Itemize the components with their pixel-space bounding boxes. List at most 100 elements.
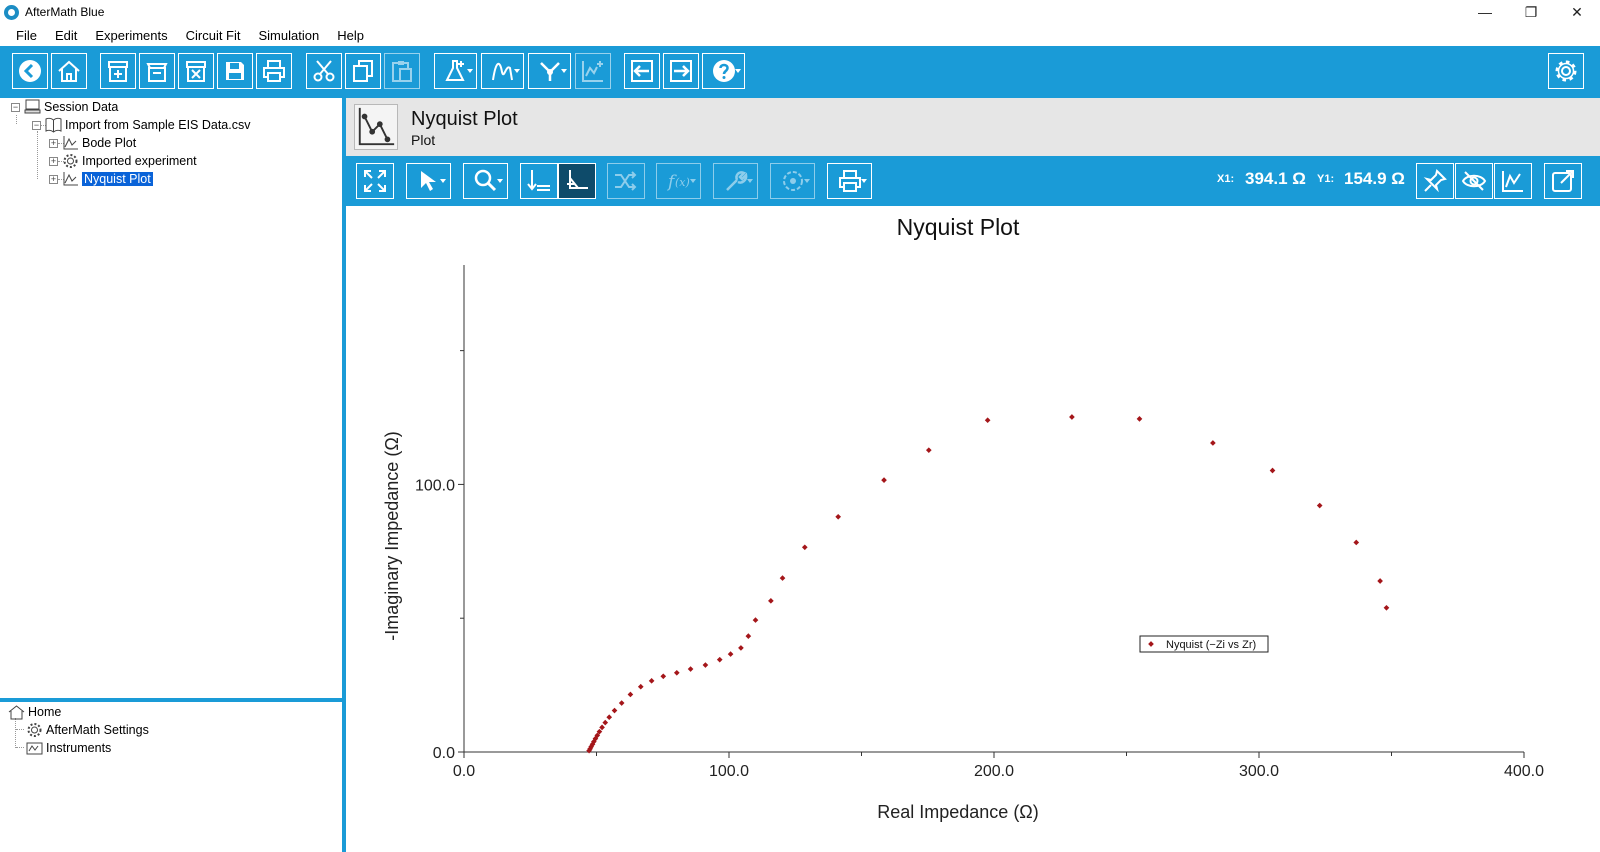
tree-instruments[interactable]: Instruments	[25, 739, 111, 757]
menu-experiments[interactable]: Experiments	[95, 27, 168, 43]
data-point[interactable]	[660, 673, 667, 680]
axis-origin-button[interactable]	[520, 163, 558, 199]
print-plot-button[interactable]	[827, 163, 872, 199]
minimize-button[interactable]: —	[1478, 4, 1492, 20]
popout-button[interactable]	[1544, 163, 1582, 199]
back-button[interactable]	[12, 53, 48, 89]
refresh-button[interactable]	[770, 163, 815, 199]
data-point[interactable]	[716, 656, 723, 663]
data-point[interactable]	[984, 417, 991, 424]
tree-bode-plot[interactable]: + Bode Plot	[49, 134, 136, 152]
data-point[interactable]	[1210, 440, 1216, 446]
collapse-toggle[interactable]: −	[32, 119, 41, 130]
x-tick-label: 100.0	[709, 763, 749, 780]
plot-options-button[interactable]	[1494, 163, 1532, 199]
data-point[interactable]	[1377, 578, 1383, 584]
circuit-fit-button[interactable]	[528, 53, 571, 89]
data-point[interactable]	[687, 666, 694, 672]
data-point[interactable]	[637, 683, 644, 690]
function-button[interactable]: f (x)	[656, 163, 701, 199]
menu-circuit-fit[interactable]: Circuit Fit	[185, 27, 241, 43]
data-point[interactable]	[1316, 502, 1323, 509]
home-button[interactable]	[51, 53, 87, 89]
plot-canvas[interactable]: Nyquist Plot 0.0 100.0 200.0 300.0 400.0 0.0 1…	[346, 206, 1600, 852]
help-button[interactable]	[702, 53, 745, 89]
tree-aftermath-settings[interactable]: AfterMath Settings	[25, 721, 149, 739]
data-point[interactable]	[768, 597, 774, 604]
panel-divider[interactable]	[0, 698, 342, 702]
data-point[interactable]	[801, 544, 808, 551]
print-button[interactable]	[256, 53, 292, 89]
data-point[interactable]	[752, 617, 759, 623]
tree-imported-experiment[interactable]: + Imported experiment	[49, 152, 197, 170]
external-window-icon	[1552, 170, 1574, 192]
close-window-button[interactable]: ✕	[1571, 3, 1583, 20]
expand-toggle[interactable]: +	[49, 155, 58, 166]
add-plot-button[interactable]	[575, 53, 611, 89]
data-point[interactable]	[835, 513, 842, 520]
menu-edit[interactable]: Edit	[54, 27, 78, 43]
menu-file[interactable]: File	[16, 27, 37, 43]
zoom-button[interactable]	[463, 163, 508, 199]
tree-session-data[interactable]: − Session Data	[11, 98, 118, 116]
tree-import-file[interactable]: − Import from Sample EIS Data.csv	[32, 116, 250, 134]
data-point[interactable]	[596, 728, 603, 735]
data-point[interactable]	[727, 651, 734, 657]
new-archive-button[interactable]	[100, 53, 136, 89]
x-tick-label: 0.0	[453, 763, 475, 780]
export-button[interactable]	[663, 53, 699, 89]
data-point[interactable]	[1069, 414, 1075, 420]
data-point[interactable]	[881, 477, 887, 483]
fit-view-button[interactable]	[356, 163, 394, 199]
select-pointer-button[interactable]	[406, 163, 451, 199]
tree-home[interactable]: Home	[7, 703, 61, 721]
restore-button[interactable]: ❐	[1524, 3, 1538, 20]
paste-button[interactable]	[384, 53, 420, 89]
data-point[interactable]	[627, 691, 634, 698]
data-point[interactable]	[1353, 539, 1360, 546]
expand-toggle[interactable]: +	[49, 137, 58, 148]
cut-button[interactable]	[306, 53, 342, 89]
data-point[interactable]	[779, 575, 786, 581]
copy-button[interactable]	[345, 53, 381, 89]
export-icon	[670, 60, 692, 82]
import-button[interactable]	[624, 53, 660, 89]
data-point[interactable]	[1383, 604, 1390, 611]
data-point[interactable]	[673, 669, 680, 676]
data-point[interactable]	[611, 707, 618, 714]
tools-button[interactable]	[713, 163, 758, 199]
menu-simulation[interactable]: Simulation	[258, 27, 320, 43]
curve-button[interactable]	[481, 53, 524, 89]
data-point[interactable]	[1136, 416, 1143, 422]
save-button[interactable]	[217, 53, 253, 89]
data-point[interactable]	[594, 732, 601, 739]
data-point[interactable]	[745, 633, 752, 639]
data-point[interactable]	[606, 714, 613, 721]
data-point[interactable]	[602, 719, 609, 726]
shuffle-button[interactable]	[607, 163, 645, 199]
data-point[interactable]	[618, 700, 625, 706]
data-point[interactable]	[1269, 467, 1276, 474]
vertical-splitter[interactable]	[342, 98, 346, 852]
experiment-button[interactable]	[434, 53, 477, 89]
axis-cross-button[interactable]	[558, 163, 596, 199]
tree-label: AfterMath Settings	[46, 723, 149, 737]
data-point[interactable]	[648, 677, 655, 684]
data-point[interactable]	[599, 724, 605, 731]
data-point[interactable]	[702, 662, 709, 668]
data-point[interactable]	[925, 447, 932, 453]
tree-nyquist-plot[interactable]: + Nyquist Plot	[49, 170, 153, 188]
settings-button[interactable]	[1548, 53, 1584, 89]
expand-toggle[interactable]: +	[49, 173, 58, 184]
close-archive-button[interactable]	[178, 53, 214, 89]
collapse-toggle[interactable]: −	[11, 101, 20, 112]
cursor-x-label: X1:	[1217, 173, 1235, 185]
pin-cursor-button[interactable]	[1416, 163, 1454, 199]
hide-button[interactable]	[1455, 163, 1493, 199]
open-archive-button[interactable]	[139, 53, 175, 89]
menu-help[interactable]: Help	[337, 27, 364, 43]
pointer-icon	[420, 171, 436, 191]
refresh-gear-icon	[782, 171, 803, 191]
data-point[interactable]	[738, 645, 744, 651]
chart-legend[interactable]: Nyquist (−Zi vs Zr)	[1139, 635, 1269, 653]
